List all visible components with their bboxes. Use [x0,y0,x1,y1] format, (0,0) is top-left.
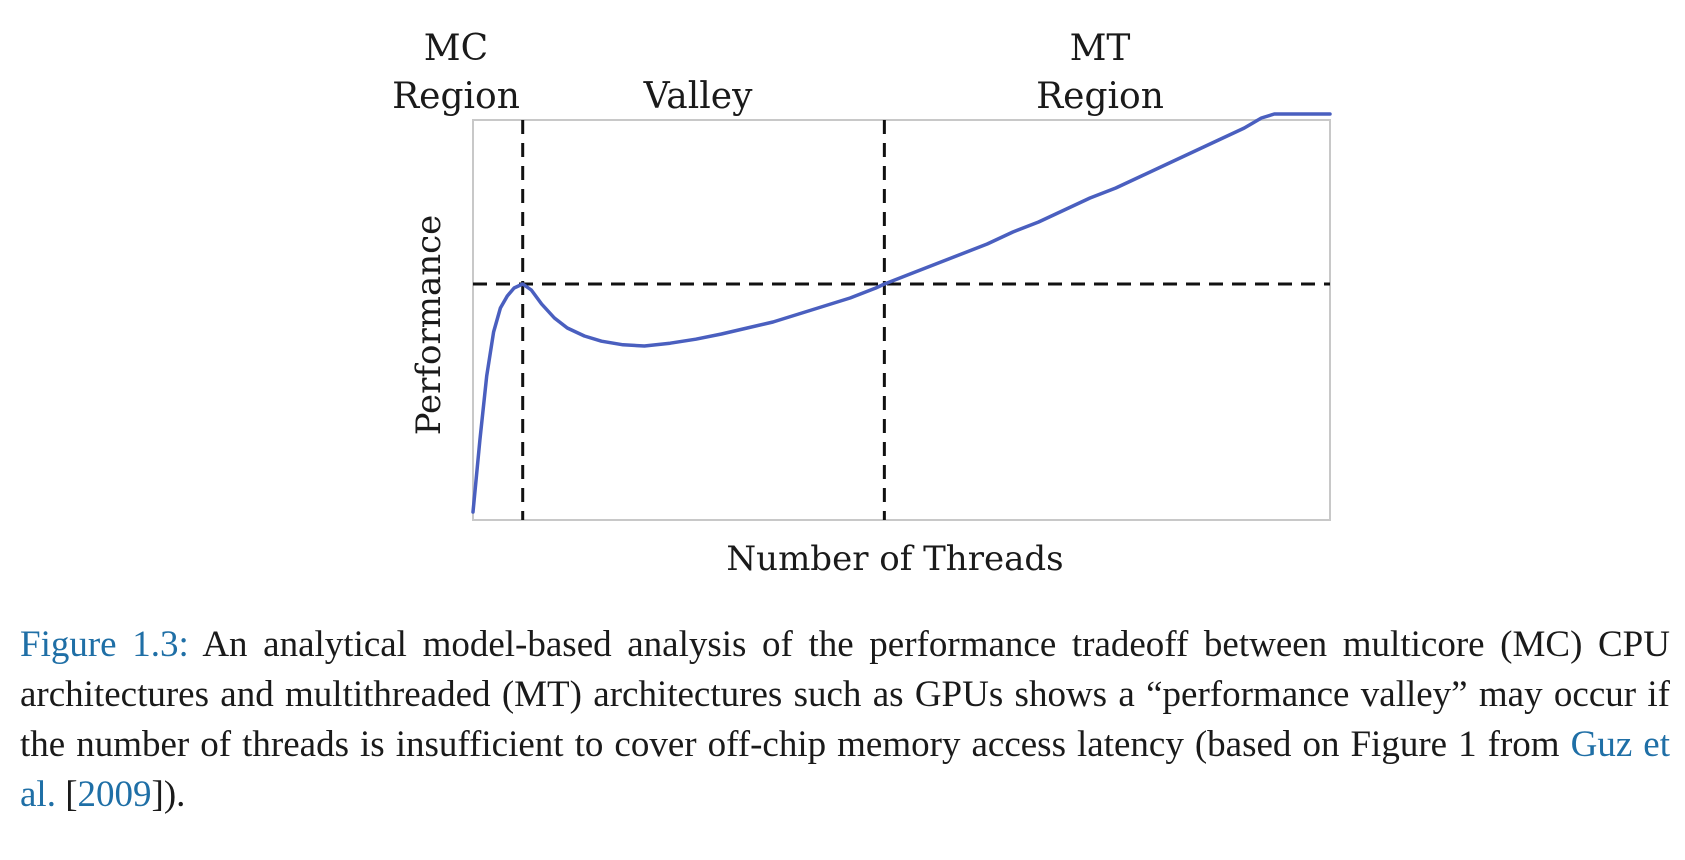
figure-label: Figure 1.3: [20,624,189,665]
mt-region-label-line-2: Region [1036,76,1164,117]
citation-year-link[interactable]: 2009 [77,774,152,815]
caption-text: An analytical model-based analysis of th… [20,624,1670,765]
mt-region-label-line-1: MT [1070,28,1131,69]
mc-region-label-line-1: MC [424,28,488,69]
valley-label: Valley [643,76,753,117]
figure-caption: Figure 1.3: An analytical model-based an… [20,620,1670,820]
mc-region-label-line-2: Region [392,76,520,117]
citation-author-link[interactable]: Guz et al. [20,724,1670,815]
performance-curve [471,112,1332,514]
y-axis-label: Performance [409,215,449,436]
plot-frame [472,119,1331,521]
citation-close: ]). [151,774,186,815]
x-axis-label: Number of Threads [726,539,1063,579]
performance-chart: MC Region Valley MT Region Number of Thr… [392,28,1332,579]
citation-open: [ [55,774,78,815]
